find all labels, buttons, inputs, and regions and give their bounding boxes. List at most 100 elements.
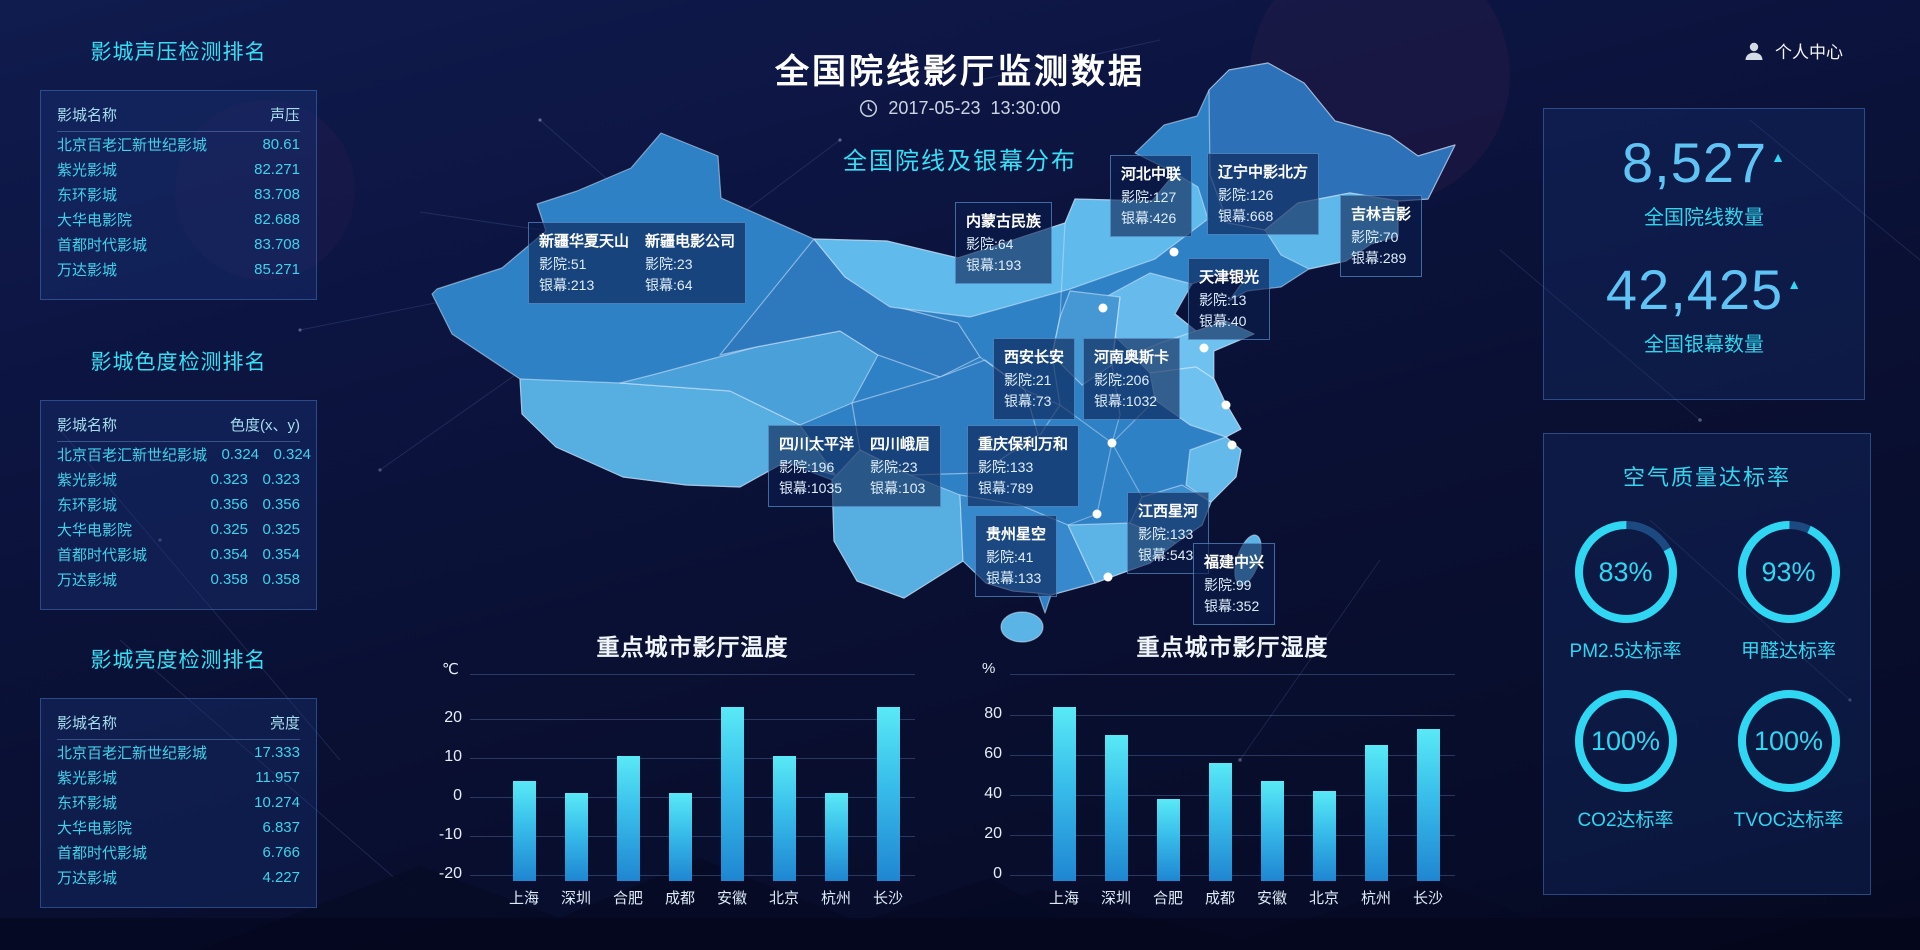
cinema-count: 影院:206 [1094, 372, 1150, 388]
cinema-count: 影院:133 [978, 459, 1034, 475]
table-row: 紫光影城 11.957 [57, 765, 300, 790]
city-dot [1227, 440, 1237, 450]
gridline [470, 836, 915, 837]
gridline [1010, 835, 1455, 836]
table-row: 北京百老汇新世纪影城 0.324 0.324 [57, 442, 311, 467]
cinema-chain-name: 重庆保利万和 [978, 436, 1069, 453]
cinema-chain-name: 西安长安 [1004, 349, 1065, 366]
table-row: 东环影城 10.274 [57, 790, 300, 815]
gridline [470, 719, 915, 720]
axis-tick-label: -20 [438, 865, 462, 882]
gridline [470, 674, 915, 675]
air-gauge: 100% TVOC达标率 [1707, 685, 1870, 832]
cinema-name-cell: 大华电影院 [57, 212, 133, 229]
value-cell: 0.324 [221, 446, 260, 463]
user-center-button[interactable]: 个人中心 [1742, 38, 1843, 63]
map-marker-label: 辽宁中影北方 影院:126 银幕:668 [1207, 153, 1320, 235]
cinema-chain-name: 河北中联 [1121, 166, 1182, 183]
screen-count: 银幕:133 [986, 570, 1042, 586]
screen-count: 银幕:40 [1199, 313, 1247, 329]
cinema-count: 影院:99 [1204, 577, 1252, 593]
screen-count: 银幕:668 [1218, 208, 1274, 224]
cinema-count: 影院:51 [539, 256, 587, 272]
cinema-name-cell: 大华电影院 [57, 820, 133, 837]
cinema-chain-name: 吉林吉影 [1351, 206, 1412, 223]
user-center-label: 个人中心 [1775, 43, 1843, 62]
value-cells: 85.271 [248, 261, 300, 278]
screen-count: 银幕:213 [539, 277, 595, 293]
china-map: 全国院线及银幕分布 新疆华夏天山 影院:51 银幕:213 新疆电影公司 影院:23 银幕… [420, 55, 1510, 675]
column-header: 影城名称 [57, 416, 118, 434]
gridline [1010, 674, 1455, 675]
cinema-chain-entry: 河南奥斯卡影院:206 银幕:1032 [1094, 346, 1169, 412]
cinema-count: 影院:23 [870, 459, 918, 475]
category-label: 长沙 [872, 890, 903, 907]
screen-count: 银幕:1032 [1094, 393, 1158, 409]
value-cell: 11.957 [255, 769, 300, 786]
value-cells: 10.274 [248, 794, 300, 811]
ranking-table-title: 影城色度检测排名 [90, 351, 267, 374]
gauge-label: CO2达标率 [1577, 810, 1674, 831]
cinema-name-cell: 北京百老汇新世纪影城 [57, 137, 208, 154]
category-label: 杭州 [1360, 890, 1391, 907]
stat-label: 全国银幕数量 [1643, 334, 1764, 356]
screen-count: 银幕:289 [1351, 250, 1407, 266]
city-dot [1092, 509, 1102, 519]
value-cell: 17.333 [254, 744, 300, 761]
table-row: 东环影城 0.356 0.356 [57, 492, 300, 517]
ranking-table: 影城名称 色度(x、y) 北京百老汇新世纪影城 0.324 0.324 紫光影城 0.323… [40, 400, 317, 610]
cinema-name-cell: 万达影城 [57, 572, 118, 589]
category-label: 成都 [1204, 890, 1235, 907]
column-header: 影城名称 [57, 714, 118, 732]
chart-bar [773, 756, 796, 881]
stat-value: 8,527 ▲ [1622, 131, 1786, 194]
ranking-table: 影城名称 亮度 北京百老汇新世纪影城 17.333 紫光影城 11.957 东环影城 10.2… [40, 698, 317, 908]
column-header: 影城名称 [57, 106, 118, 124]
cinema-chain-name: 新疆电影公司 [645, 233, 736, 250]
cinema-chain-entry: 四川太平洋 影院:196 银幕:1035 [779, 433, 854, 499]
screen-count: 银幕:426 [1121, 210, 1177, 226]
value-cells: 80.61 [248, 136, 300, 153]
table-row: 紫光影城 82.271 [57, 157, 300, 182]
gauge-percent: 100% [1753, 725, 1824, 756]
value-cell: 0.325 [210, 521, 248, 538]
value-cell: 0.358 [262, 571, 300, 588]
value-cells: 83.708 [248, 236, 300, 253]
screen-count: 银幕:1035 [779, 480, 843, 496]
axis-tick-label: 10 [444, 748, 462, 765]
value-cells: 0.356 0.356 [196, 496, 300, 513]
value-cell: 83.708 [254, 186, 300, 203]
cinema-count: 影院:126 [1218, 187, 1274, 203]
category-label: 北京 [1308, 890, 1339, 907]
value-cell: 0.354 [262, 546, 300, 563]
cinema-chain-entry: 内蒙古民族 影院:64 银幕:193 [966, 210, 1041, 276]
table-row: 紫光影城 0.323 0.323 [57, 467, 300, 492]
gauge-ring: 93% [1733, 516, 1845, 628]
table-row: 北京百老汇新世纪影城 80.61 [57, 132, 300, 157]
cinema-chain-name: 河南奥斯卡 [1094, 349, 1170, 366]
cinema-count: 影院:23 [645, 256, 693, 272]
table-row: 北京百老汇新世纪影城 17.333 [57, 740, 300, 765]
air-quality-title: 空气质量达标率 [1622, 465, 1791, 490]
value-cell: 0.324 [273, 446, 312, 463]
clock-icon [859, 99, 878, 118]
table-header-row: 影城名称 声压 [57, 97, 300, 132]
chart-bar [669, 793, 692, 881]
air-gauge: 93% 甲醛达标率 [1707, 516, 1870, 663]
gauge-label: 甲醛达标率 [1740, 641, 1836, 662]
value-cell: 6.837 [262, 819, 300, 836]
axis-tick-label: 0 [993, 865, 1002, 882]
cinema-chain-name: 福建中兴 [1204, 554, 1265, 571]
category-label: 安徽 [1256, 890, 1287, 907]
category-label: 合肥 [1152, 890, 1183, 907]
cinema-chain-name: 江西星河 [1138, 503, 1199, 520]
category-label: 北京 [768, 890, 799, 907]
cinema-name-cell: 北京百老汇新世纪影城 [57, 745, 208, 762]
cinema-name-cell: 万达影城 [57, 870, 118, 887]
value-cell: 0.358 [210, 571, 248, 588]
chart-bar [825, 793, 848, 881]
value-cell: 10.274 [254, 794, 300, 811]
cinema-chain-name: 四川太平洋 [779, 436, 855, 453]
map-marker-label: 吉林吉影 影院:70 银幕:289 [1340, 195, 1423, 277]
